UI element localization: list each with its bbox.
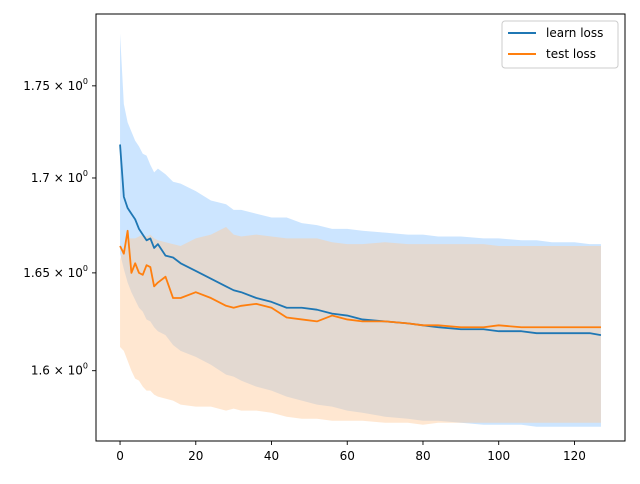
y-tick-label: 1.75 × 100 (23, 77, 88, 93)
series-lines (119, 144, 602, 337)
x-tick-label: 100 (487, 449, 510, 463)
x-axis-ticks: 0 20 40 60 80 100 120 (116, 441, 586, 463)
plot-area (96, 14, 625, 441)
x-tick-label: 60 (340, 449, 355, 463)
y-tick-label: 1.65 × 100 (23, 264, 88, 280)
x-tick-label: 20 (188, 449, 203, 463)
x-tick-label: 120 (563, 449, 586, 463)
x-tick-label: 40 (264, 449, 279, 463)
x-tick-label: 0 (116, 449, 124, 463)
legend: learn loss test loss (501, 20, 619, 69)
plot-frame (95, 13, 626, 442)
y-axis-ticks: 1.6 × 100 1.65 × 100 1.7 × 100 1.75 × 100 (23, 77, 96, 378)
x-tick-label: 80 (415, 449, 430, 463)
legend-entry-test-loss: test loss (546, 47, 596, 61)
test-loss-line (119, 229, 601, 329)
y-tick-label: 1.7 × 100 (31, 169, 88, 185)
test-loss-band (120, 226, 601, 425)
learn-loss-line (119, 144, 602, 337)
y-tick-label: 1.6 × 100 (31, 362, 88, 378)
legend-entry-learn-loss: learn loss (546, 26, 603, 40)
